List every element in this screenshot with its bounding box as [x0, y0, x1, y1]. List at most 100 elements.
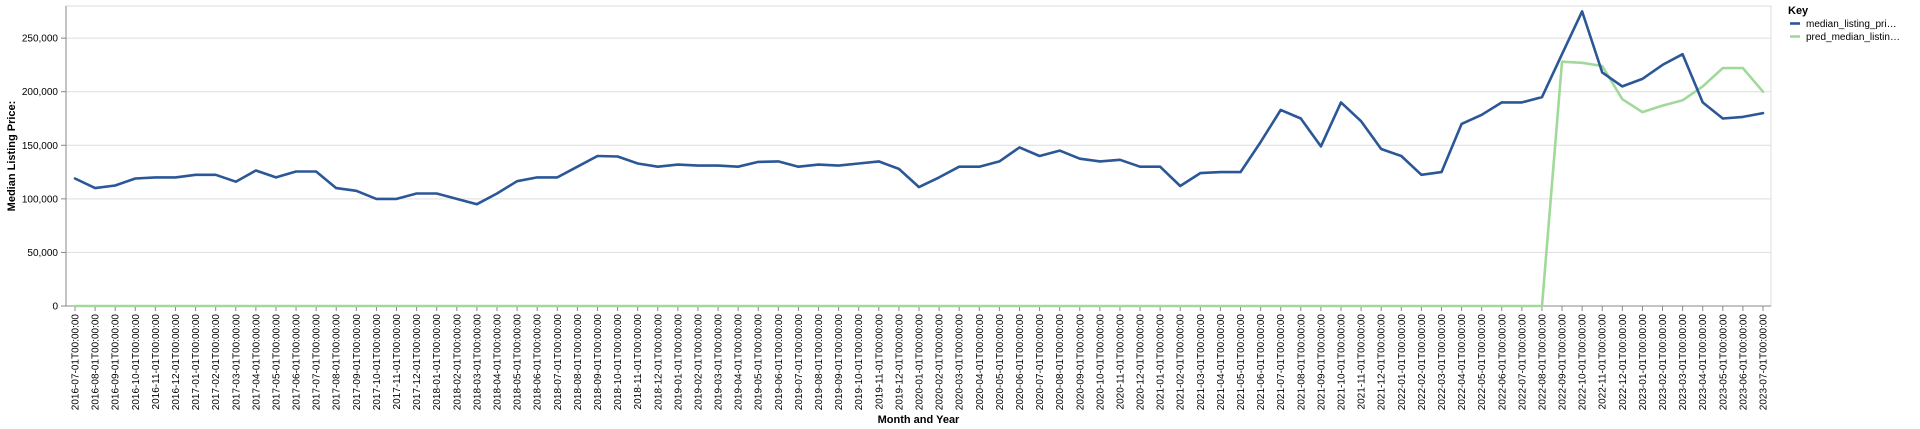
x-tick-label: 2021-11-01T00:00:00 — [1357, 314, 1368, 410]
x-tick-label: 2016-10-01T00:00:00 — [131, 314, 142, 411]
x-tick-label: 2018-02-01T00:00:00 — [452, 314, 463, 411]
legend-label: pred_median_listin… — [1806, 32, 1900, 43]
x-tick-label: 2022-07-01T00:00:00 — [1517, 314, 1528, 411]
y-tick-label: 50,000 — [27, 248, 58, 259]
x-tick-label: 2022-11-01T00:00:00 — [1598, 314, 1609, 410]
x-tick-label: 2021-02-01T00:00:00 — [1176, 314, 1187, 411]
x-tick-label: 2017-04-01T00:00:00 — [251, 314, 262, 411]
x-tick-label: 2019-10-01T00:00:00 — [854, 314, 865, 411]
x-tick-label: 2022-01-01T00:00:00 — [1397, 314, 1408, 411]
x-tick-label: 2018-06-01T00:00:00 — [533, 314, 544, 411]
x-tick-label: 2017-01-01T00:00:00 — [191, 314, 202, 411]
x-tick-label: 2018-11-01T00:00:00 — [633, 314, 644, 410]
x-tick-label: 2022-10-01T00:00:00 — [1578, 314, 1589, 411]
x-tick-label: 2022-02-01T00:00:00 — [1417, 314, 1428, 411]
x-tick-label: 2017-02-01T00:00:00 — [211, 314, 222, 411]
x-tick-label: 2018-05-01T00:00:00 — [513, 314, 524, 411]
x-tick-label: 2018-09-01T00:00:00 — [593, 314, 604, 411]
x-tick-label: 2017-03-01T00:00:00 — [231, 314, 242, 411]
x-tick-label: 2020-02-01T00:00:00 — [935, 314, 946, 411]
x-tick-label: 2016-07-01T00:00:00 — [71, 314, 82, 411]
x-tick-label: 2023-04-01T00:00:00 — [1698, 314, 1709, 411]
x-tick-label: 2019-08-01T00:00:00 — [814, 314, 825, 411]
x-tick-label: 2020-07-01T00:00:00 — [1035, 314, 1046, 411]
series-line-median-listing-price — [73, 10, 1765, 206]
x-tick-label: 2021-06-01T00:00:00 — [1256, 314, 1267, 411]
plot-frame — [65, 5, 1772, 307]
x-tick-label: 2022-04-01T00:00:00 — [1457, 314, 1468, 411]
x-tick-label: 2021-09-01T00:00:00 — [1316, 314, 1327, 411]
x-tick-label: 2020-08-01T00:00:00 — [1055, 314, 1066, 411]
x-tick-label: 2017-10-01T00:00:00 — [372, 314, 383, 411]
series-line-pred-median-listing-price — [73, 60, 1765, 308]
x-tick-label: 2017-08-01T00:00:00 — [332, 314, 343, 411]
x-tick-label: 2017-11-01T00:00:00 — [392, 314, 403, 410]
x-tick-label: 2019-12-01T00:00:00 — [894, 314, 905, 411]
x-tick-label: 2017-05-01T00:00:00 — [271, 314, 282, 411]
x-tick-label: 2021-01-01T00:00:00 — [1156, 314, 1167, 411]
legend-entries: median_listing_pri… pred_median_listin… — [1790, 19, 1900, 43]
x-tick-label: 2020-01-01T00:00:00 — [915, 314, 926, 411]
x-tick-label: 2023-05-01T00:00:00 — [1718, 314, 1729, 411]
x-tick-label: 2021-03-01T00:00:00 — [1196, 314, 1207, 411]
x-tick-label: 2021-04-01T00:00:00 — [1216, 314, 1227, 411]
x-tick-label: 2022-03-01T00:00:00 — [1437, 314, 1448, 411]
x-tick-label: 2023-03-01T00:00:00 — [1678, 314, 1689, 411]
x-tick-label: 2021-07-01T00:00:00 — [1276, 314, 1287, 411]
grid — [66, 37, 1771, 307]
x-tick-label: 2020-06-01T00:00:00 — [1015, 314, 1026, 411]
x-tick-label: 2018-08-01T00:00:00 — [573, 314, 584, 411]
x-tick-label: 2019-03-01T00:00:00 — [714, 314, 725, 411]
x-tick-label: 2022-06-01T00:00:00 — [1497, 314, 1508, 411]
x-tick-label: 2020-09-01T00:00:00 — [1075, 314, 1086, 411]
x-tick-label: 2018-04-01T00:00:00 — [493, 314, 504, 411]
x-tick-label: 2016-11-01T00:00:00 — [151, 314, 162, 410]
y-tick-label: 250,000 — [22, 34, 59, 45]
x-tick-label: 2023-02-01T00:00:00 — [1658, 314, 1669, 411]
x-tick-label: 2016-12-01T00:00:00 — [171, 314, 182, 411]
x-tick-label: 2019-11-01T00:00:00 — [874, 314, 885, 410]
x-tick-label: 2019-06-01T00:00:00 — [774, 314, 785, 411]
legend: Key median_listing_pri… pred_median_listi… — [1788, 5, 1900, 43]
x-tick-label: 2022-12-01T00:00:00 — [1618, 314, 1629, 411]
x-tick-label: 2020-04-01T00:00:00 — [975, 314, 986, 411]
x-tick-label: 2016-09-01T00:00:00 — [111, 314, 122, 411]
x-tick-label: 2020-10-01T00:00:00 — [1095, 314, 1106, 411]
y-tick-label: 150,000 — [22, 141, 59, 152]
x-tick-label: 2017-12-01T00:00:00 — [412, 314, 423, 411]
y-axis-title: Median Listing Price: — [6, 101, 18, 212]
x-tick-label: 2022-08-01T00:00:00 — [1537, 314, 1548, 411]
x-tick-label: 2017-06-01T00:00:00 — [292, 314, 303, 411]
x-tick-label: 2018-01-01T00:00:00 — [432, 314, 443, 411]
x-tick-label: 2019-05-01T00:00:00 — [754, 314, 765, 411]
x-tick-label: 2020-05-01T00:00:00 — [995, 314, 1006, 411]
x-tick-label: 2018-03-01T00:00:00 — [472, 314, 483, 411]
legend-title: Key — [1788, 5, 1809, 17]
x-tick-label: 2021-05-01T00:00:00 — [1236, 314, 1247, 411]
x-tick-label: 2018-07-01T00:00:00 — [553, 314, 564, 411]
x-tick-label: 2020-12-01T00:00:00 — [1136, 314, 1147, 411]
x-tick-label: 2021-08-01T00:00:00 — [1296, 314, 1307, 411]
x-tick-label: 2020-03-01T00:00:00 — [955, 314, 966, 411]
x-tick-label: 2022-09-01T00:00:00 — [1558, 314, 1569, 411]
x-tick-label: 2023-01-01T00:00:00 — [1638, 314, 1649, 411]
x-tick-label: 2020-11-01T00:00:00 — [1115, 314, 1126, 410]
x-tick-label: 2018-12-01T00:00:00 — [653, 314, 664, 411]
x-axis: 2016-07-01T00:00:00 2016-08-01T00:00:00 20… — [66, 305, 1771, 411]
x-tick-label: 2021-10-01T00:00:00 — [1337, 314, 1348, 411]
x-tick-label: 2022-05-01T00:00:00 — [1477, 314, 1488, 411]
x-tick-label: 2019-09-01T00:00:00 — [834, 314, 845, 411]
x-tick-label: 2018-10-01T00:00:00 — [613, 314, 624, 411]
x-tick-label: 2019-02-01T00:00:00 — [693, 314, 704, 411]
x-tick-label: 2023-06-01T00:00:00 — [1738, 314, 1749, 411]
x-tick-label: 2019-04-01T00:00:00 — [734, 314, 745, 411]
y-axis: 0 50,000 100,000 150,000 200,000 250,000 — [22, 6, 67, 313]
x-axis-title: Month and Year — [878, 414, 960, 426]
legend-label: median_listing_pri… — [1806, 19, 1897, 30]
x-tick-label: 2017-09-01T00:00:00 — [352, 314, 363, 411]
y-tick-label: 200,000 — [22, 87, 59, 98]
x-tick-label: 2019-07-01T00:00:00 — [794, 314, 805, 411]
x-tick-label: 2017-07-01T00:00:00 — [312, 314, 323, 411]
x-tick-label: 2023-07-01T00:00:00 — [1759, 314, 1770, 411]
